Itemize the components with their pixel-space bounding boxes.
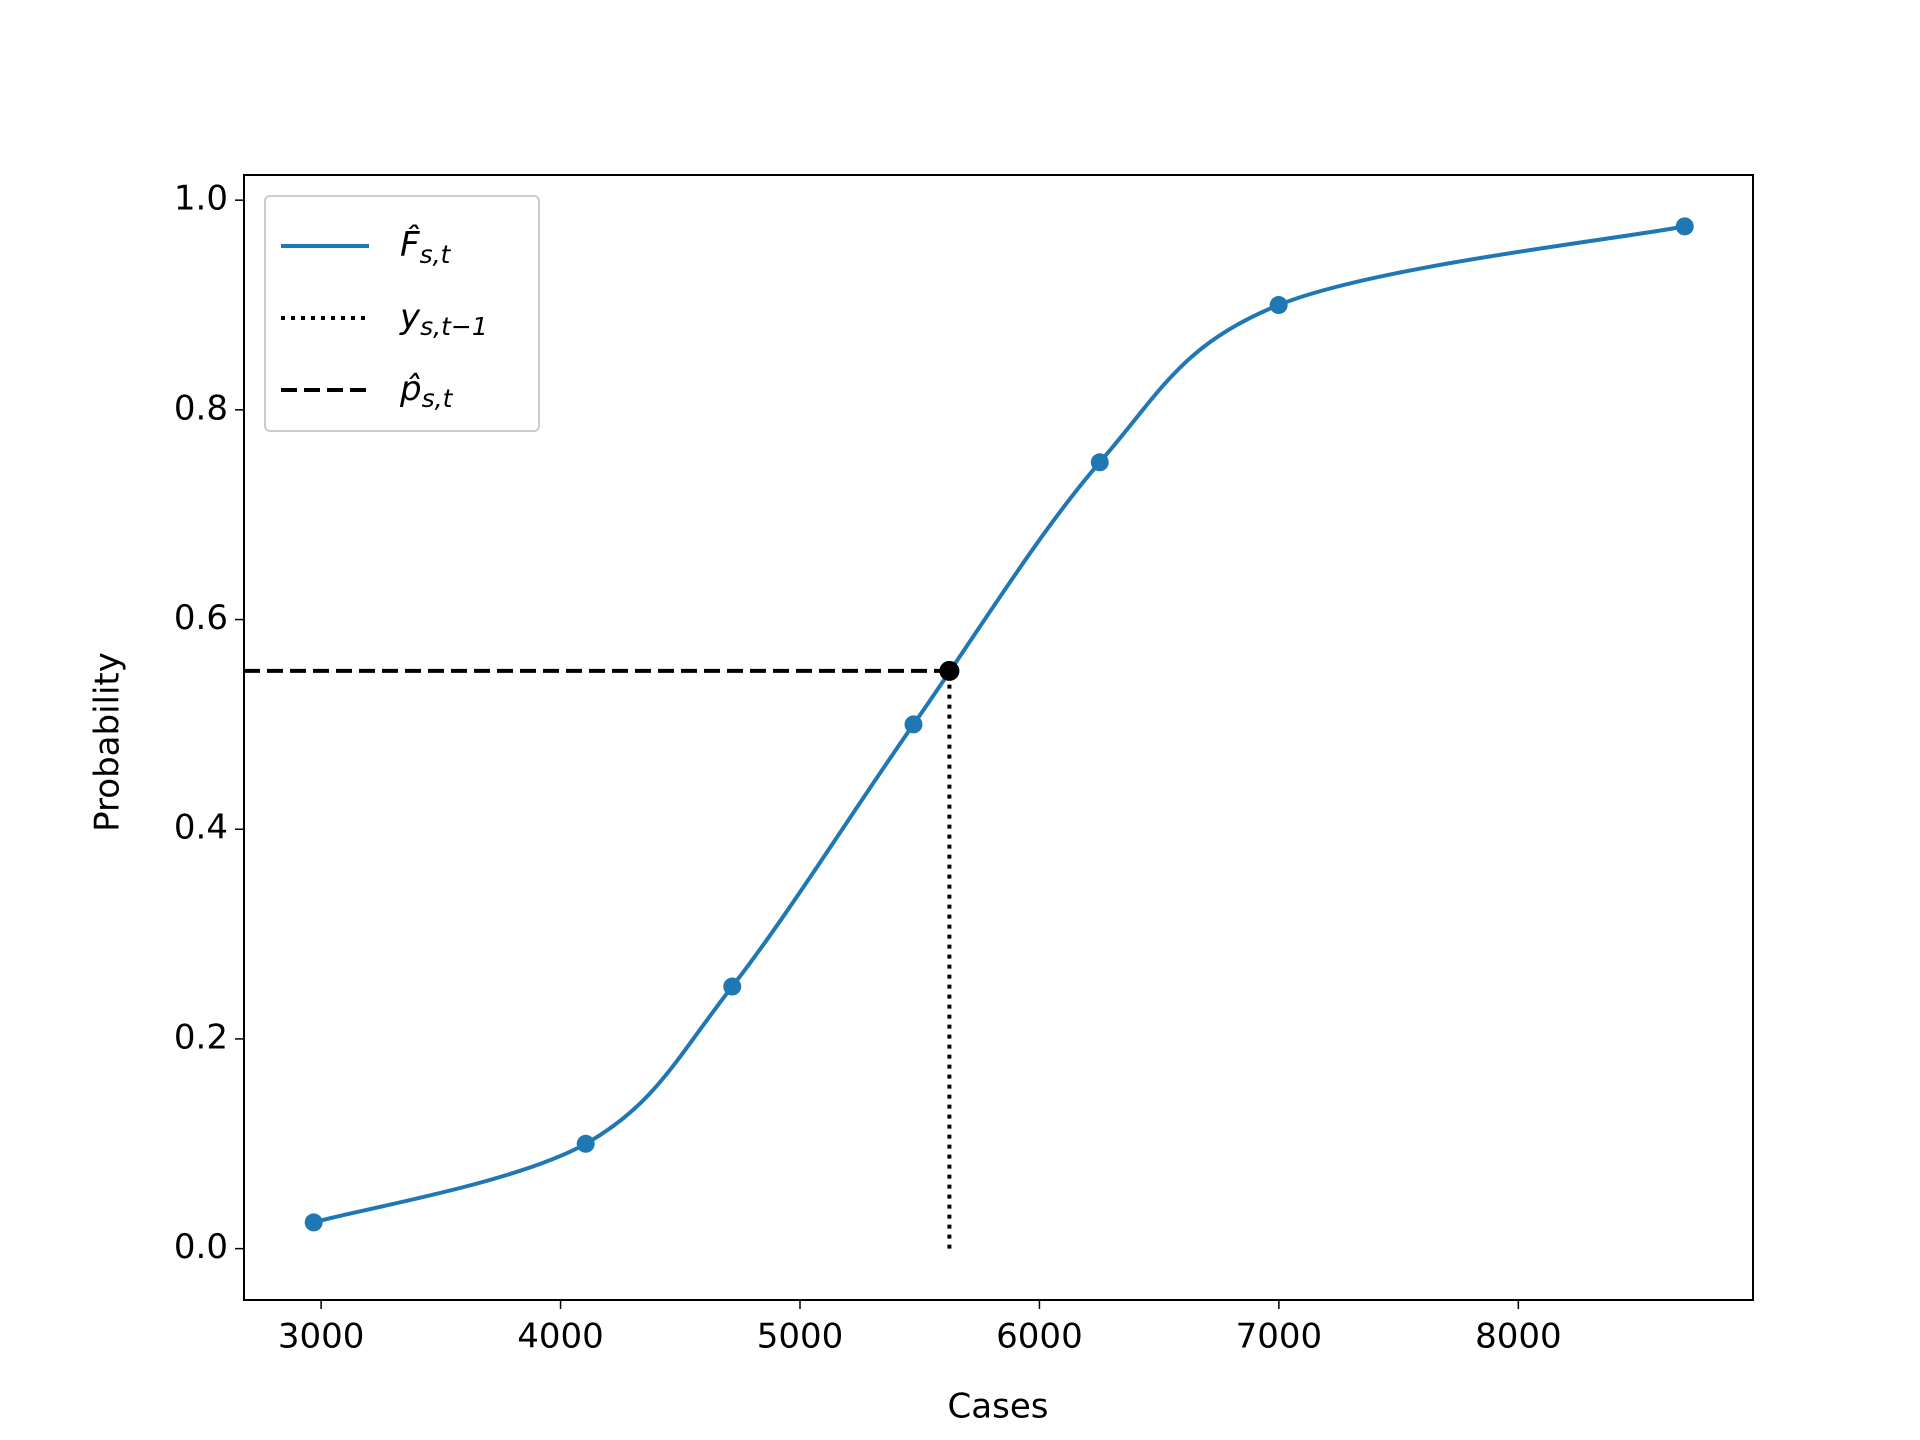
x-tick-label: 4000 <box>517 1317 604 1357</box>
legend-box <box>264 195 540 432</box>
legend-label: F̂s,t <box>400 223 452 269</box>
data-point <box>1090 453 1109 472</box>
y-axis-label: Probability <box>88 652 128 832</box>
data-point <box>1269 296 1288 315</box>
legend-name: F̂ <box>400 223 420 264</box>
x-axis-label: Cases <box>948 1387 1049 1427</box>
legend-name: p̂ <box>399 369 422 409</box>
x-tick-label: 7000 <box>1236 1317 1323 1357</box>
plot-frame <box>243 174 1754 1301</box>
legend-subscript: s,t <box>420 240 452 269</box>
x-tick-label: 6000 <box>996 1317 1083 1357</box>
y-tick-label: 1.0 <box>174 179 228 219</box>
legend-subscript: s,t <box>422 384 454 413</box>
y-tick-label: 0.4 <box>174 808 228 848</box>
legend-label: ys,t−1 <box>399 297 488 342</box>
y-tick-label: 0.2 <box>174 1017 228 1057</box>
legend-subscript: s,t−1 <box>420 312 488 341</box>
x-tick-label: 5000 <box>757 1317 844 1357</box>
x-tick-label: 8000 <box>1475 1317 1562 1357</box>
data-point <box>904 715 923 734</box>
legend-name: y <box>399 297 421 337</box>
y-tick-label: 0.8 <box>174 388 228 428</box>
y-tick-label: 0.6 <box>174 598 228 638</box>
highlight-point <box>939 660 960 681</box>
data-point <box>576 1134 595 1153</box>
legend-label: p̂s,t <box>399 369 454 414</box>
x-tick-label: 3000 <box>278 1317 365 1357</box>
y-tick-label: 0.0 <box>174 1227 228 1267</box>
data-point <box>304 1213 323 1232</box>
data-point <box>723 977 742 996</box>
data-point <box>1675 217 1694 236</box>
